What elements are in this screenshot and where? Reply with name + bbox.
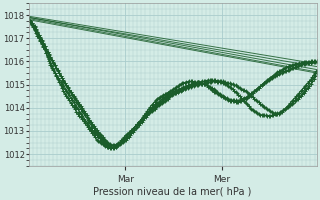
X-axis label: Pression niveau de la mer( hPa ): Pression niveau de la mer( hPa ) bbox=[93, 187, 252, 197]
